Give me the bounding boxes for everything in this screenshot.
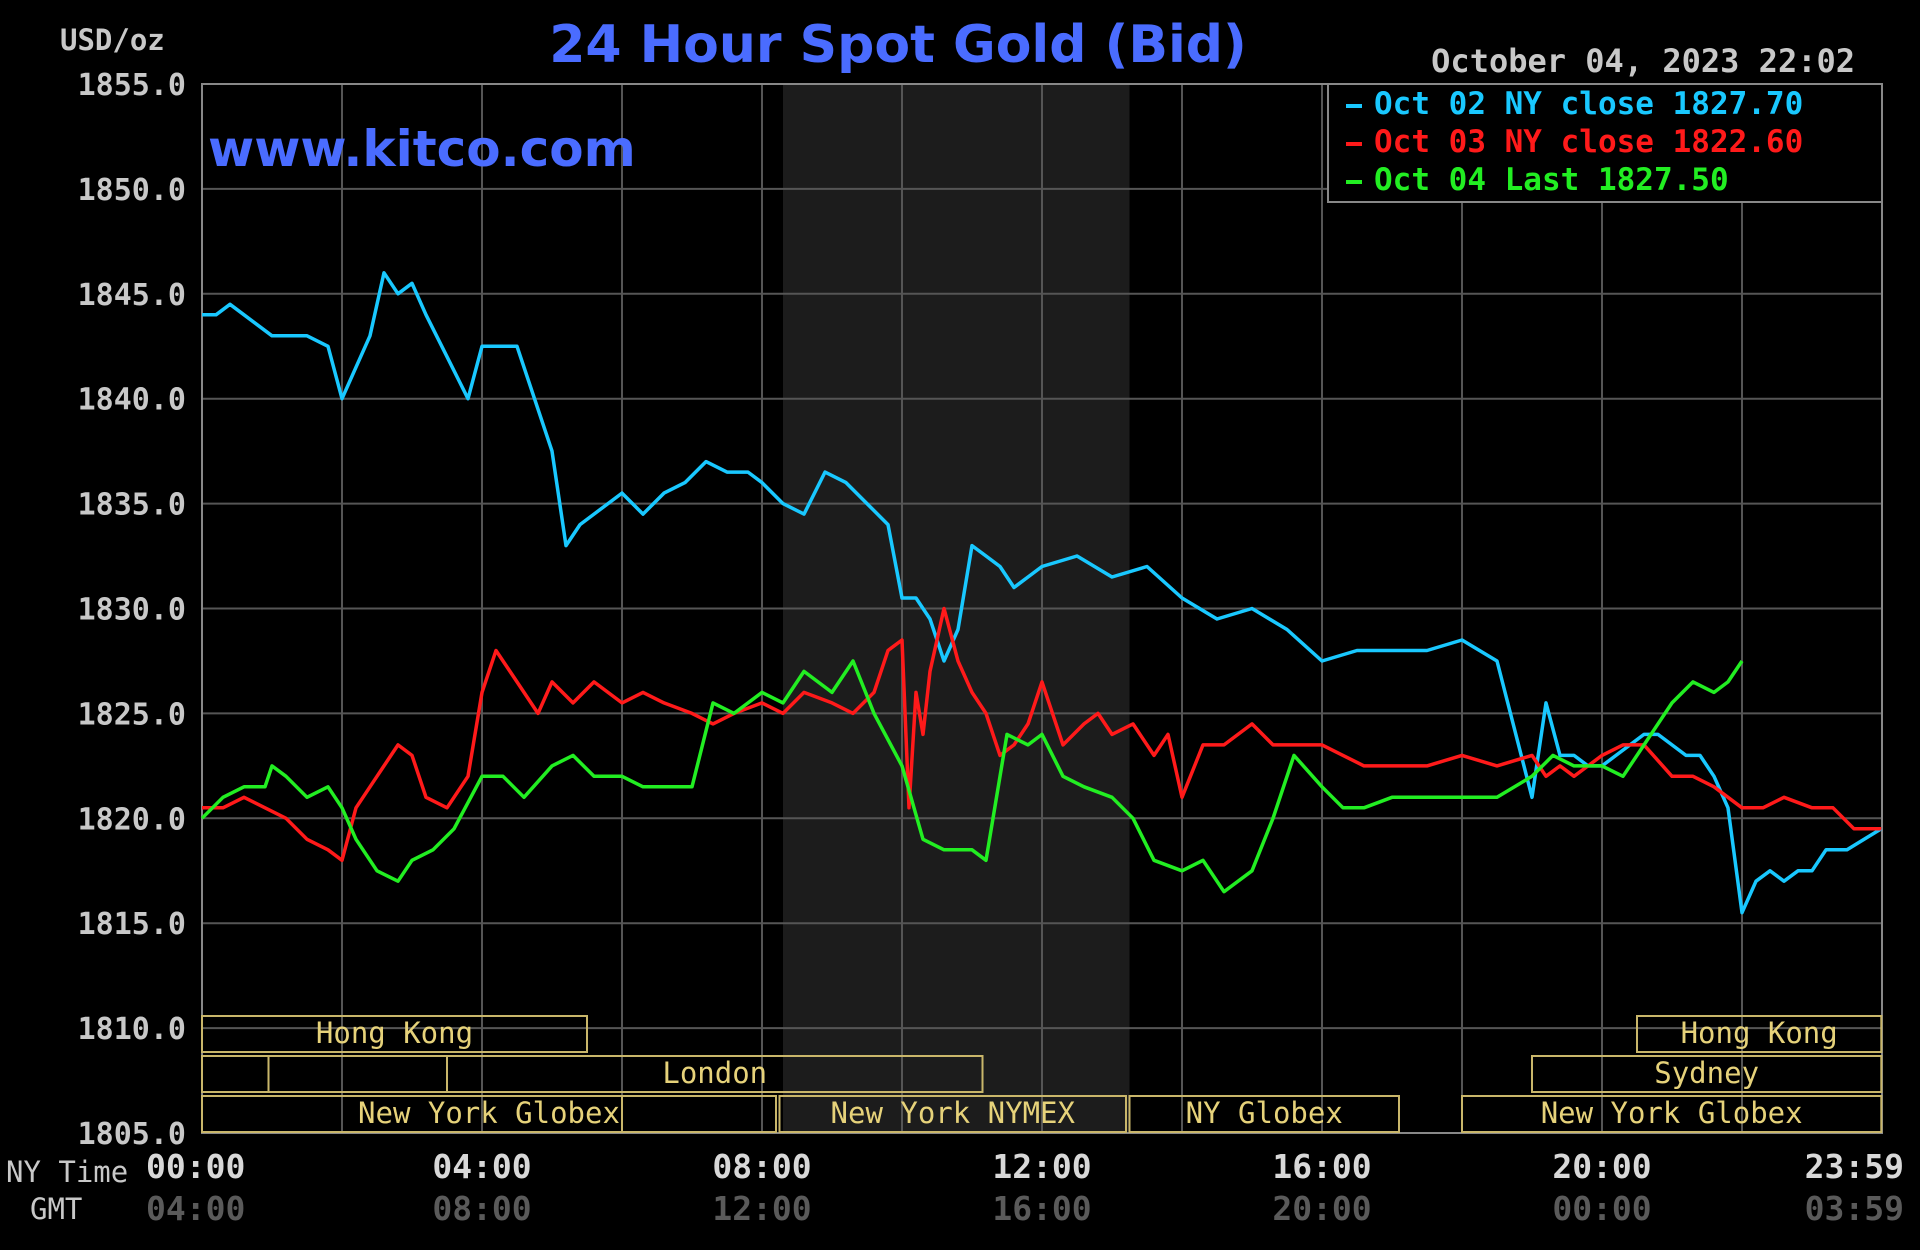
session-box <box>1636 1015 1883 1053</box>
x-tick-label-gmt: 16:00 <box>992 1189 1091 1228</box>
y-tick-label: 1830.0 <box>78 593 186 628</box>
x-tick-label-ny: 16:00 <box>1272 1147 1371 1186</box>
session-label: Sydney <box>1654 1056 1759 1090</box>
x-row-label-ny: NY Time <box>6 1155 128 1189</box>
y-tick-label: 1820.0 <box>78 802 186 837</box>
x-row-label-gmt: GMT <box>30 1192 82 1226</box>
y-tick-label: 1855.0 <box>78 68 186 103</box>
series-line-oct-02 <box>202 271 1883 915</box>
y-tick-label: 1840.0 <box>78 383 186 418</box>
x-tick-label-ny: 08:00 <box>712 1147 811 1186</box>
x-tick-label-gmt: 03:59 <box>1805 1189 1904 1228</box>
watermark: www.kitco.com <box>208 120 636 178</box>
x-tick-label-ny: 20:00 <box>1552 1147 1651 1186</box>
x-tick-label-gmt: 08:00 <box>432 1189 531 1228</box>
series-line-oct-03 <box>202 606 1882 863</box>
session-box <box>1461 1095 1883 1133</box>
y-tick-label: 1850.0 <box>78 173 186 208</box>
x-tick-label-ny: 04:00 <box>432 1147 531 1186</box>
x-tick-label-gmt: 12:00 <box>712 1189 811 1228</box>
legend-entry: Oct 04 Last 1827.50 <box>1374 162 1729 198</box>
x-tick-label-gmt: 04:00 <box>146 1189 245 1228</box>
y-tick-label: 1845.0 <box>78 278 186 313</box>
session-box <box>1128 1095 1400 1133</box>
y-tick-label: 1805.0 <box>78 1117 186 1152</box>
session-label: New York Globex <box>358 1096 620 1130</box>
legend-entry: Oct 02 NY close 1827.70 <box>1374 86 1803 122</box>
session-label: NY Globex <box>1186 1096 1343 1130</box>
y-tick-label: 1825.0 <box>78 697 186 732</box>
chart-title: 24 Hour Spot Gold (Bid) <box>549 15 1247 75</box>
series-line-oct-04 <box>200 659 1744 894</box>
x-tick-label-ny: 00:00 <box>146 1147 245 1186</box>
x-tick-label-gmt: 00:00 <box>1552 1189 1651 1228</box>
session-box <box>1531 1055 1883 1093</box>
y-tick-label: 1835.0 <box>78 488 186 523</box>
x-tick-label-ny: 23:59 <box>1805 1147 1904 1186</box>
timestamp: October 04, 2023 22:02 <box>1431 42 1855 80</box>
session-label: Hong Kong <box>1681 1016 1838 1050</box>
y-axis-label: USD/oz <box>60 23 165 57</box>
legend-entry: Oct 03 NY close 1822.60 <box>1374 124 1803 160</box>
x-tick-label-ny: 12:00 <box>992 1147 1091 1186</box>
y-tick-label: 1815.0 <box>78 907 186 942</box>
session-label: London <box>662 1056 767 1090</box>
x-tick-label-gmt: 20:00 <box>1272 1189 1371 1228</box>
session-box <box>446 1055 984 1093</box>
session-label: New York Globex <box>1541 1096 1803 1130</box>
session-box <box>201 1095 777 1133</box>
legend-box <box>1327 83 1883 203</box>
plot-area: 1855.0 1850.0 1845.0 1840.0 1835.0 1830.0 1825… <box>78 68 1904 1228</box>
session-label: Hong Kong <box>316 1016 473 1050</box>
session-box <box>778 1095 1127 1133</box>
session-label: New York NYMEX <box>831 1096 1076 1130</box>
y-tick-label: 1810.0 <box>78 1012 186 1047</box>
session-box <box>201 1015 588 1053</box>
